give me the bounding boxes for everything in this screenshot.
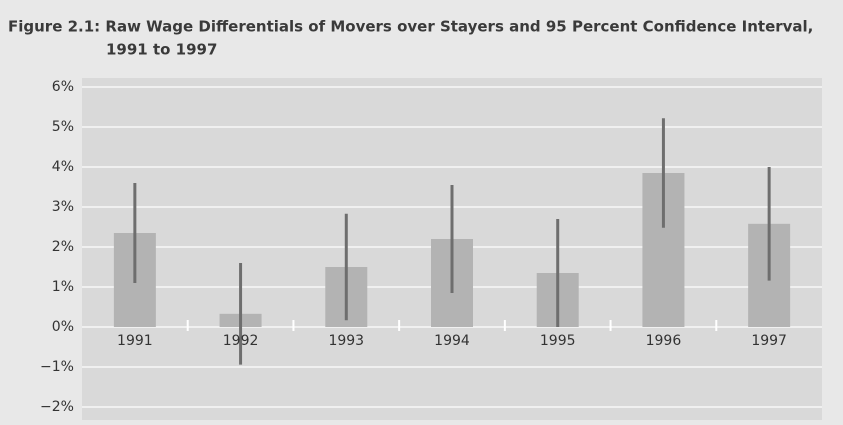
y-tick-label: 1% [52,279,74,295]
x-tick-label: 1992 [223,333,259,349]
x-tick-label: 1991 [117,333,153,349]
chart-subtitle: 1991 to 1997 [106,41,217,59]
x-tick-label: 1993 [328,333,364,349]
y-tick-label: 4% [52,159,74,175]
x-tick-label: 1994 [434,333,470,349]
chart-title: Figure 2.1: Raw Wage Differentials of Mo… [8,18,813,36]
x-tick-label: 1996 [646,333,682,349]
y-tick-label: 2% [52,239,74,255]
x-tick-label: 1995 [540,333,576,349]
y-tick-label: 6% [52,79,74,95]
y-tick-label: 3% [52,199,74,215]
y-tick-label: −1% [40,359,74,375]
y-tick-label: 0% [52,319,74,335]
x-tick-label: 1997 [751,333,787,349]
y-tick-label: 5% [52,119,74,135]
y-tick-label: −2% [40,399,74,415]
